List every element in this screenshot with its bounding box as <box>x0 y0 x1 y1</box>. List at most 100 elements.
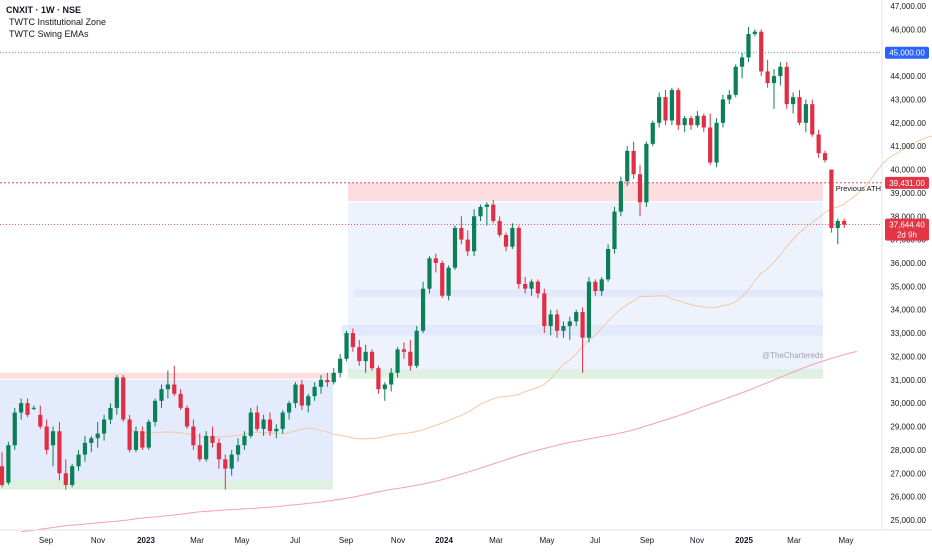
price-labels: 45,000.00 39,431.00 Previous ATH 37,644.402… <box>836 46 929 241</box>
candle-body <box>676 90 681 126</box>
candle <box>267 412 273 436</box>
candle <box>127 414 132 453</box>
candle-body <box>727 94 732 100</box>
candle-body <box>159 389 164 401</box>
candle-body <box>688 118 694 126</box>
candle-body <box>235 445 241 455</box>
candle <box>299 379 304 411</box>
price-tick-label: 31,000.00 <box>890 376 926 385</box>
candle-body <box>472 216 477 252</box>
candle-body <box>714 122 719 163</box>
candle <box>771 69 777 109</box>
candle-body <box>491 204 496 221</box>
price-tick-label: 27,000.00 <box>890 469 926 478</box>
candle <box>446 265 451 301</box>
candle <box>695 111 700 128</box>
candle-body <box>44 426 49 450</box>
time-tick-label: 2025 <box>735 536 753 545</box>
candle <box>331 368 336 385</box>
candle-body <box>459 227 464 240</box>
candle-body <box>663 97 668 121</box>
indicator-swing-emas[interactable]: TWTC Swing EMAs <box>9 29 89 39</box>
candles <box>0 27 847 490</box>
ema-slow-line <box>21 351 858 533</box>
candle <box>204 431 209 462</box>
candle <box>363 344 368 373</box>
candle <box>720 94 726 128</box>
candle-body <box>497 220 502 235</box>
time-tick-label: May <box>234 536 249 545</box>
candle-body <box>708 127 713 163</box>
candle <box>31 405 36 411</box>
zone-green <box>348 369 823 379</box>
last-price-badge <box>885 218 929 241</box>
candle-body <box>523 284 528 289</box>
candle <box>650 120 655 147</box>
candle-body <box>618 181 623 212</box>
candle <box>746 27 751 63</box>
candle <box>242 431 247 450</box>
price-tick-label: 34,000.00 <box>890 306 926 315</box>
countdown-label: 2d 9h <box>897 231 917 240</box>
ema-lines <box>21 135 932 533</box>
candle <box>121 375 126 422</box>
candle-body <box>440 263 445 296</box>
time-tick-label: 2024 <box>435 536 453 545</box>
candle <box>25 398 30 418</box>
candle-body <box>70 466 75 485</box>
ema-fast-line <box>129 135 932 440</box>
candle-body <box>395 349 400 373</box>
time-tick-label: Mar <box>190 536 204 545</box>
candle <box>491 199 496 224</box>
candle-body <box>216 442 222 460</box>
candle-body <box>63 473 68 485</box>
horizontal-lines <box>0 52 882 225</box>
candle-body <box>529 281 534 289</box>
candle-body <box>318 379 324 387</box>
candle <box>739 52 745 79</box>
candle <box>484 202 489 226</box>
candle-body <box>599 279 604 292</box>
candle-body <box>561 326 566 331</box>
symbol-title[interactable]: CNXIT · 1W · NSE <box>6 5 82 15</box>
time-tick-label: Sep <box>339 536 354 545</box>
candle <box>593 279 598 296</box>
candle <box>44 419 49 455</box>
candle-body <box>280 412 285 429</box>
candle-body <box>127 419 132 450</box>
zone-blue <box>348 202 823 373</box>
candle <box>816 129 821 158</box>
last-price-label: 37,644.40 <box>889 221 925 230</box>
candle <box>778 62 783 86</box>
candle-body <box>695 115 700 126</box>
candle <box>688 115 694 130</box>
candle-body <box>108 407 113 420</box>
time-tick-label: May <box>838 536 853 545</box>
zone-green <box>0 480 333 490</box>
indicator-institutional-zone[interactable]: TWTC Institutional Zone <box>9 17 107 27</box>
candle <box>235 438 241 462</box>
candle <box>306 393 311 413</box>
candle-body <box>503 234 509 247</box>
candle-body <box>644 143 649 203</box>
candle-body <box>344 333 349 359</box>
price-tick-label: 26,000.00 <box>890 493 926 502</box>
level-45000-label: 45,000.00 <box>889 49 925 58</box>
price-tick-label: 38,000.00 <box>890 212 926 221</box>
candle <box>57 421 62 481</box>
candle-body <box>293 384 298 404</box>
candle <box>287 400 292 420</box>
time-tick-label: Mar <box>489 536 503 545</box>
candle-body <box>816 134 821 154</box>
candle <box>344 330 349 362</box>
candle-body <box>38 414 43 427</box>
candle <box>465 230 470 256</box>
candle <box>574 309 579 327</box>
candle-body <box>184 407 190 427</box>
candle-body <box>657 97 662 123</box>
candle-body <box>325 379 330 383</box>
candle-body <box>191 426 196 446</box>
time-tick-label: May <box>539 536 554 545</box>
